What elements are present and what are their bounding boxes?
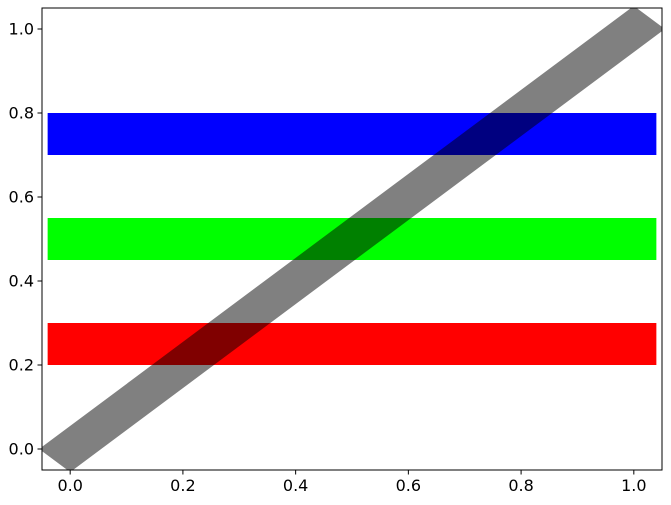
red-bar	[47, 323, 657, 365]
x-tick-label: 0.8	[508, 476, 533, 495]
x-tick-label: 0.2	[170, 476, 195, 495]
x-tick-label: 1.0	[621, 476, 646, 495]
x-tick-label: 0.0	[57, 476, 82, 495]
x-tick-label: 0.6	[396, 476, 421, 495]
y-tick-label: 0.2	[9, 356, 34, 375]
blue-bar	[47, 113, 657, 155]
y-tick-label: 1.0	[9, 20, 34, 39]
x-tick-label: 0.4	[283, 476, 308, 495]
axes-frame	[41, 7, 663, 471]
y-tick-label: 0.8	[9, 104, 34, 123]
gray-diagonal-band	[42, 8, 662, 470]
plot-content	[42, 8, 662, 470]
y-tick-label: 0.4	[9, 272, 34, 291]
y-tick-label: 0.6	[9, 188, 34, 207]
y-tick-label: 0.0	[9, 440, 34, 459]
